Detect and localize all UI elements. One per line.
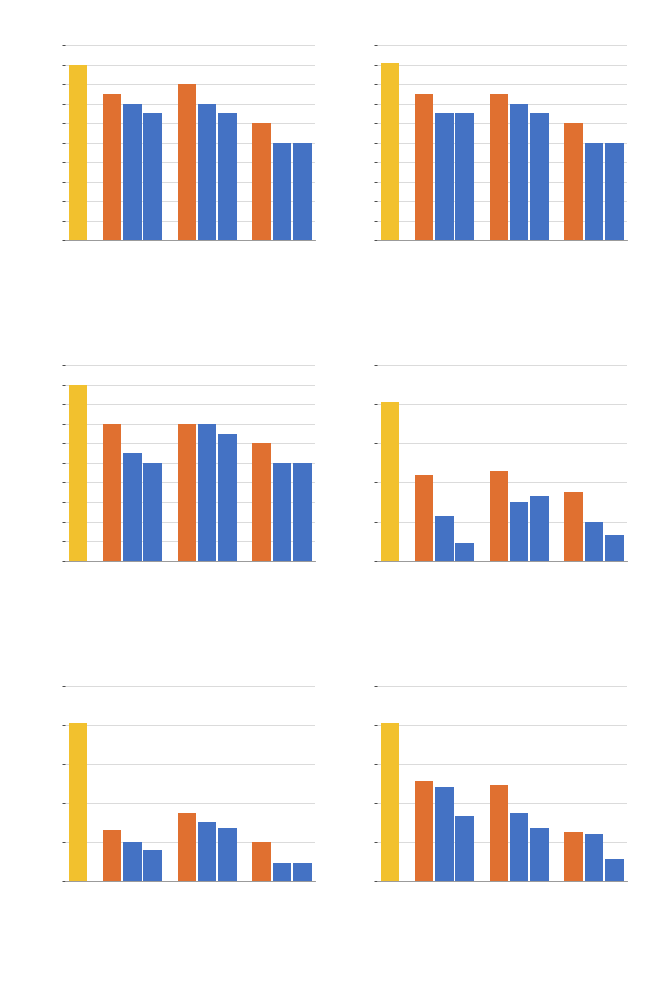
Bar [435, 113, 454, 240]
Bar [293, 142, 311, 240]
Bar [123, 842, 142, 881]
Bar [605, 860, 623, 881]
Bar [177, 813, 196, 881]
Bar [564, 492, 583, 561]
Bar [381, 63, 399, 240]
Bar [69, 384, 87, 561]
Bar [456, 113, 474, 240]
Bar [293, 462, 311, 561]
Bar [381, 723, 399, 881]
Bar [510, 813, 528, 881]
Bar [564, 123, 583, 240]
Bar [510, 503, 528, 561]
Bar [605, 142, 623, 240]
Bar [252, 842, 271, 881]
Bar [456, 817, 474, 881]
Bar [198, 424, 216, 561]
Bar [103, 94, 122, 240]
Bar [218, 433, 237, 561]
Bar [435, 787, 454, 881]
Bar [510, 103, 528, 240]
Bar [252, 443, 271, 561]
Bar [415, 474, 434, 561]
Bar [144, 113, 162, 240]
Bar [381, 402, 399, 561]
Bar [218, 828, 237, 881]
Bar [198, 103, 216, 240]
Bar [69, 64, 87, 240]
Bar [177, 424, 196, 561]
Bar [584, 522, 603, 561]
Bar [456, 543, 474, 561]
Bar [530, 113, 549, 240]
Bar [272, 462, 291, 561]
Bar [123, 453, 142, 561]
Bar [218, 113, 237, 240]
Bar [144, 850, 162, 881]
Bar [415, 94, 434, 240]
Bar [69, 723, 87, 881]
Bar [605, 536, 623, 561]
Bar [584, 834, 603, 881]
Bar [435, 516, 454, 561]
Bar [293, 863, 311, 881]
Bar [198, 823, 216, 881]
Bar [103, 830, 122, 881]
Bar [489, 94, 508, 240]
Bar [584, 142, 603, 240]
Bar [564, 832, 583, 881]
Bar [177, 84, 196, 240]
Bar [252, 123, 271, 240]
Bar [144, 462, 162, 561]
Bar [489, 470, 508, 561]
Bar [489, 785, 508, 881]
Bar [530, 496, 549, 561]
Bar [272, 142, 291, 240]
Bar [272, 863, 291, 881]
Bar [530, 828, 549, 881]
Bar [415, 782, 434, 881]
Bar [123, 103, 142, 240]
Bar [103, 424, 122, 561]
